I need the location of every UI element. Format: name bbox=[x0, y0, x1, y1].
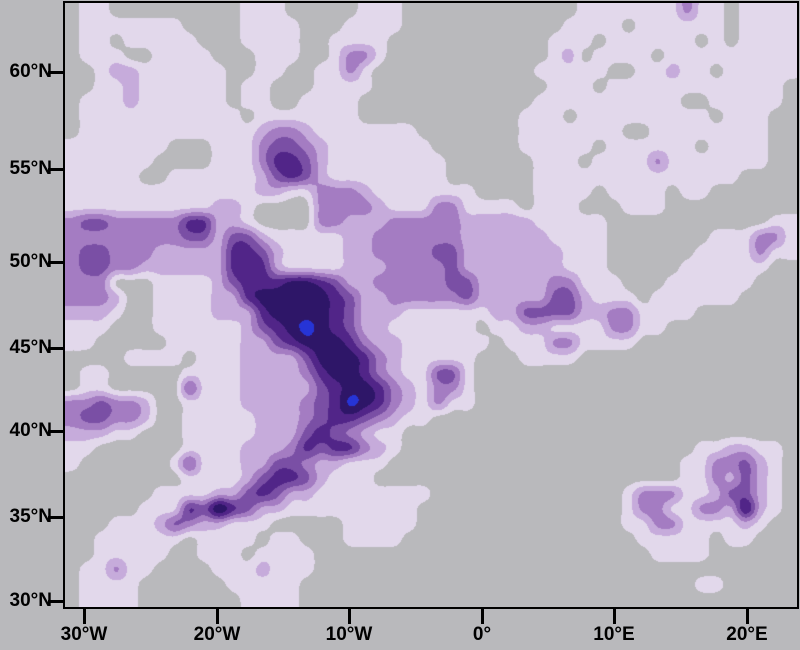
lon-tick-label: 30°W bbox=[60, 624, 108, 645]
lon-tick bbox=[83, 609, 86, 624]
lat-tick bbox=[48, 430, 63, 433]
lon-tick bbox=[746, 609, 749, 624]
lat-tick-label: 30°N bbox=[9, 590, 52, 611]
lat-tick bbox=[48, 261, 63, 264]
lon-tick-label: 10°E bbox=[593, 624, 635, 645]
lat-tick-label: 55°N bbox=[9, 158, 52, 179]
lat-tick bbox=[48, 71, 63, 74]
lat-tick-label: 50°N bbox=[9, 251, 52, 272]
lat-tick bbox=[48, 600, 63, 603]
lat-tick-label: 40°N bbox=[9, 420, 52, 441]
lon-tick-label: 20°W bbox=[193, 624, 241, 645]
lon-tick-label: 10°W bbox=[325, 624, 373, 645]
lon-tick bbox=[348, 609, 351, 624]
contour-field-canvas bbox=[65, 3, 797, 607]
lat-tick bbox=[48, 347, 63, 350]
lat-tick-label: 35°N bbox=[9, 506, 52, 527]
lon-tick-label: 0° bbox=[472, 624, 492, 645]
lat-tick-label: 45°N bbox=[9, 337, 52, 358]
lon-tick bbox=[613, 609, 616, 624]
lon-tick-label: 20°E bbox=[726, 624, 768, 645]
plot-frame bbox=[63, 1, 799, 609]
lat-tick bbox=[48, 168, 63, 171]
lat-tick-label: 60°N bbox=[9, 61, 52, 82]
lon-tick bbox=[216, 609, 219, 624]
lat-tick bbox=[48, 516, 63, 519]
lon-tick bbox=[481, 609, 484, 624]
